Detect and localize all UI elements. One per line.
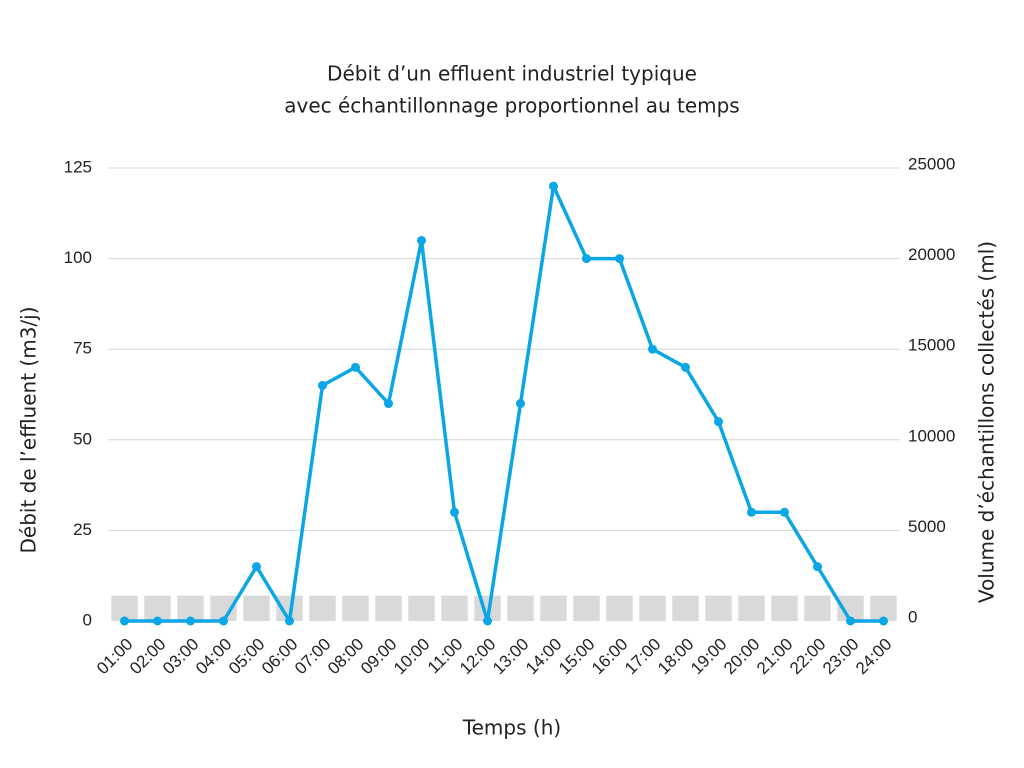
marker — [846, 616, 855, 626]
line — [124, 184, 884, 623]
marker — [483, 616, 492, 626]
marker — [153, 616, 162, 626]
x-tick-label: 10:00 — [390, 635, 434, 679]
x-tick-label: 03:00 — [159, 635, 203, 679]
x-tick-label: 18:00 — [654, 635, 698, 679]
marker — [615, 254, 624, 264]
marker — [813, 562, 822, 572]
x-tick-label: 05:00 — [225, 635, 269, 679]
x-axis-title: Temps (h) — [462, 716, 561, 740]
x-tick-label: 11:00 — [424, 635, 467, 678]
bar — [804, 595, 831, 621]
x-tick-label: 15:00 — [555, 635, 599, 679]
x-tick-label: 04:00 — [192, 635, 236, 679]
x-tick-label: 23:00 — [819, 635, 863, 679]
bar — [441, 595, 468, 621]
bar — [672, 595, 699, 621]
bar — [342, 595, 369, 621]
y2-tick-label: 5000 — [908, 517, 946, 536]
x-tick-label: 21:00 — [753, 635, 797, 679]
y2-tick-label: 0 — [908, 607, 917, 626]
bar — [309, 595, 336, 621]
y2-tick-label: 20000 — [908, 245, 955, 264]
marker — [450, 507, 459, 517]
bar — [540, 595, 567, 621]
x-tick-label: 01:00 — [93, 635, 137, 679]
marker — [648, 344, 657, 354]
bar — [408, 595, 435, 621]
x-tick-label: 20:00 — [720, 635, 764, 679]
x-tick-label: 09:00 — [357, 635, 401, 679]
marker — [120, 616, 129, 626]
x-tick-label: 07:00 — [291, 635, 335, 679]
bar — [771, 595, 798, 621]
marker — [219, 616, 228, 626]
y-tick-label: 100 — [64, 248, 92, 267]
marker — [681, 362, 690, 372]
marker — [318, 380, 327, 390]
y2-tick-label: 25000 — [908, 154, 955, 173]
y-tick-label: 25 — [73, 520, 92, 539]
marker — [384, 399, 393, 409]
y2-tick-label: 10000 — [908, 426, 955, 445]
x-tick-label: 02:00 — [126, 635, 170, 679]
bar — [639, 595, 666, 621]
marker — [351, 362, 360, 372]
marker — [186, 616, 195, 626]
y2-axis-title: Volume d’échantillons collectés (ml) — [975, 241, 999, 603]
x-tick-label: 17:00 — [621, 635, 665, 679]
marker — [747, 507, 756, 517]
marker — [879, 616, 888, 626]
marker — [252, 562, 261, 572]
y-tick-label: 125 — [64, 157, 92, 176]
bar — [375, 595, 402, 621]
chart-title: Débit d’un effluent industriel typique — [327, 62, 697, 86]
x-tick-label: 08:00 — [324, 635, 368, 679]
marker — [549, 181, 558, 191]
x-tick-label: 16:00 — [588, 635, 632, 679]
x-tick-label: 13:00 — [489, 635, 533, 679]
marker — [714, 417, 723, 427]
bar — [738, 595, 765, 621]
marker — [516, 399, 525, 409]
bar — [573, 595, 600, 621]
x-tick-label: 06:00 — [258, 635, 302, 679]
bar — [507, 595, 534, 621]
y-tick-label: 0 — [83, 610, 92, 629]
bar — [606, 595, 633, 621]
y-tick-label: 50 — [73, 429, 92, 448]
x-tick-label: 22:00 — [786, 635, 830, 679]
chart-title: avec échantillonnage proportionnel au te… — [284, 94, 739, 118]
x-tick-label: 12:00 — [456, 635, 500, 679]
x-tick-label: 24:00 — [852, 635, 896, 679]
marker — [417, 235, 426, 245]
x-tick-label: 19:00 — [687, 635, 731, 679]
y-axis-title: Débit de l’effluent (m3/j) — [17, 306, 41, 553]
y-tick-label: 75 — [73, 339, 92, 358]
x-tick-label: 14:00 — [522, 635, 566, 679]
y2-tick-label: 15000 — [908, 336, 955, 355]
marker — [780, 507, 789, 517]
bar — [243, 595, 270, 621]
marker — [285, 616, 294, 626]
marker — [582, 254, 591, 264]
bar — [705, 595, 732, 621]
